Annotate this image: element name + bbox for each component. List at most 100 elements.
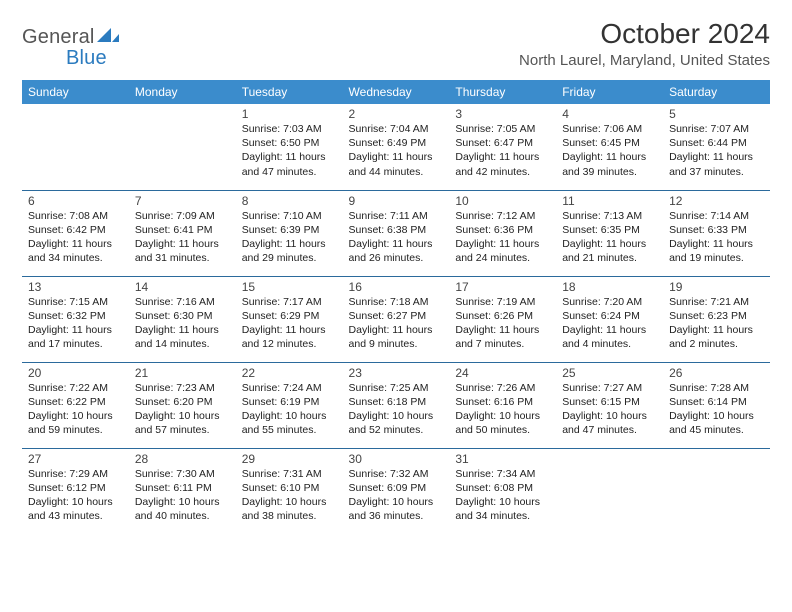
daylight-text: and 36 minutes.: [349, 509, 444, 523]
title-block: October 2024 North Laurel, Maryland, Uni…: [519, 18, 770, 69]
sunset-text: Sunset: 6:29 PM: [242, 309, 337, 323]
daylight-text: and 47 minutes.: [242, 165, 337, 179]
daylight-text: and 45 minutes.: [669, 423, 764, 437]
day-number: 16: [349, 280, 444, 294]
day-number: 15: [242, 280, 337, 294]
logo-sail-icon: [97, 26, 119, 49]
sunrise-text: Sunrise: 7:34 AM: [455, 467, 550, 481]
week-row: 20Sunrise: 7:22 AMSunset: 6:22 PMDayligh…: [22, 362, 770, 448]
day-cell: 6Sunrise: 7:08 AMSunset: 6:42 PMDaylight…: [22, 190, 129, 276]
day-cell: [663, 448, 770, 534]
day-number: 27: [28, 452, 123, 466]
day-cell: 12Sunrise: 7:14 AMSunset: 6:33 PMDayligh…: [663, 190, 770, 276]
sunset-text: Sunset: 6:16 PM: [455, 395, 550, 409]
sunset-text: Sunset: 6:45 PM: [562, 136, 657, 150]
day-number: 25: [562, 366, 657, 380]
day-number: 1: [242, 107, 337, 121]
daylight-text: and 9 minutes.: [349, 337, 444, 351]
day-number: 29: [242, 452, 337, 466]
daylight-text: and 29 minutes.: [242, 251, 337, 265]
daylight-text: Daylight: 11 hours: [562, 237, 657, 251]
day-header-sun: Sunday: [22, 80, 129, 104]
sunrise-text: Sunrise: 7:14 AM: [669, 209, 764, 223]
day-cell: 21Sunrise: 7:23 AMSunset: 6:20 PMDayligh…: [129, 362, 236, 448]
day-number: 7: [135, 194, 230, 208]
day-cell: 10Sunrise: 7:12 AMSunset: 6:36 PMDayligh…: [449, 190, 556, 276]
daylight-text: Daylight: 11 hours: [349, 323, 444, 337]
daylight-text: Daylight: 11 hours: [242, 237, 337, 251]
daylight-text: and 4 minutes.: [562, 337, 657, 351]
daylight-text: Daylight: 10 hours: [562, 409, 657, 423]
day-cell: 31Sunrise: 7:34 AMSunset: 6:08 PMDayligh…: [449, 448, 556, 534]
daylight-text: and 52 minutes.: [349, 423, 444, 437]
daylight-text: and 2 minutes.: [669, 337, 764, 351]
sunrise-text: Sunrise: 7:10 AM: [242, 209, 337, 223]
daylight-text: and 44 minutes.: [349, 165, 444, 179]
daylight-text: Daylight: 11 hours: [135, 323, 230, 337]
sunset-text: Sunset: 6:30 PM: [135, 309, 230, 323]
logo-text-blue: Blue: [66, 47, 107, 69]
day-cell: 7Sunrise: 7:09 AMSunset: 6:41 PMDaylight…: [129, 190, 236, 276]
sunset-text: Sunset: 6:47 PM: [455, 136, 550, 150]
daylight-text: Daylight: 10 hours: [242, 409, 337, 423]
daylight-text: Daylight: 10 hours: [349, 409, 444, 423]
daylight-text: and 24 minutes.: [455, 251, 550, 265]
day-cell: [129, 104, 236, 190]
daylight-text: Daylight: 11 hours: [28, 323, 123, 337]
sunrise-text: Sunrise: 7:30 AM: [135, 467, 230, 481]
day-number: 13: [28, 280, 123, 294]
sunset-text: Sunset: 6:39 PM: [242, 223, 337, 237]
sunset-text: Sunset: 6:35 PM: [562, 223, 657, 237]
sunrise-text: Sunrise: 7:09 AM: [135, 209, 230, 223]
sunset-text: Sunset: 6:18 PM: [349, 395, 444, 409]
sunrise-text: Sunrise: 7:27 AM: [562, 381, 657, 395]
daylight-text: Daylight: 10 hours: [242, 495, 337, 509]
day-number: 9: [349, 194, 444, 208]
sunset-text: Sunset: 6:08 PM: [455, 481, 550, 495]
day-number: 31: [455, 452, 550, 466]
daylight-text: Daylight: 10 hours: [349, 495, 444, 509]
day-number: 21: [135, 366, 230, 380]
daylight-text: Daylight: 11 hours: [669, 150, 764, 164]
calendar-page: General October 2024 North Laurel, Maryl…: [0, 0, 792, 552]
day-cell: 16Sunrise: 7:18 AMSunset: 6:27 PMDayligh…: [343, 276, 450, 362]
logo-text-general: General: [22, 26, 95, 49]
daylight-text: Daylight: 11 hours: [455, 237, 550, 251]
sunset-text: Sunset: 6:33 PM: [669, 223, 764, 237]
day-header-row: Sunday Monday Tuesday Wednesday Thursday…: [22, 80, 770, 104]
daylight-text: and 42 minutes.: [455, 165, 550, 179]
day-cell: 27Sunrise: 7:29 AMSunset: 6:12 PMDayligh…: [22, 448, 129, 534]
daylight-text: and 57 minutes.: [135, 423, 230, 437]
sunrise-text: Sunrise: 7:11 AM: [349, 209, 444, 223]
daylight-text: and 50 minutes.: [455, 423, 550, 437]
day-cell: [556, 448, 663, 534]
sunset-text: Sunset: 6:15 PM: [562, 395, 657, 409]
daylight-text: Daylight: 11 hours: [349, 150, 444, 164]
daylight-text: Daylight: 11 hours: [242, 150, 337, 164]
daylight-text: and 17 minutes.: [28, 337, 123, 351]
sunset-text: Sunset: 6:26 PM: [455, 309, 550, 323]
day-cell: 1Sunrise: 7:03 AMSunset: 6:50 PMDaylight…: [236, 104, 343, 190]
sunset-text: Sunset: 6:22 PM: [28, 395, 123, 409]
day-number: 6: [28, 194, 123, 208]
sunrise-text: Sunrise: 7:29 AM: [28, 467, 123, 481]
daylight-text: Daylight: 10 hours: [28, 409, 123, 423]
logo: General: [22, 18, 119, 49]
day-header-mon: Monday: [129, 80, 236, 104]
daylight-text: Daylight: 11 hours: [242, 323, 337, 337]
daylight-text: Daylight: 11 hours: [455, 150, 550, 164]
day-number: 8: [242, 194, 337, 208]
day-cell: 8Sunrise: 7:10 AMSunset: 6:39 PMDaylight…: [236, 190, 343, 276]
sunrise-text: Sunrise: 7:22 AM: [28, 381, 123, 395]
sunset-text: Sunset: 6:42 PM: [28, 223, 123, 237]
day-cell: 11Sunrise: 7:13 AMSunset: 6:35 PMDayligh…: [556, 190, 663, 276]
day-cell: 4Sunrise: 7:06 AMSunset: 6:45 PMDaylight…: [556, 104, 663, 190]
day-number: 3: [455, 107, 550, 121]
sunrise-text: Sunrise: 7:32 AM: [349, 467, 444, 481]
day-header-thu: Thursday: [449, 80, 556, 104]
day-number: 26: [669, 366, 764, 380]
sunset-text: Sunset: 6:50 PM: [242, 136, 337, 150]
sunset-text: Sunset: 6:19 PM: [242, 395, 337, 409]
day-cell: 30Sunrise: 7:32 AMSunset: 6:09 PMDayligh…: [343, 448, 450, 534]
day-number: 12: [669, 194, 764, 208]
